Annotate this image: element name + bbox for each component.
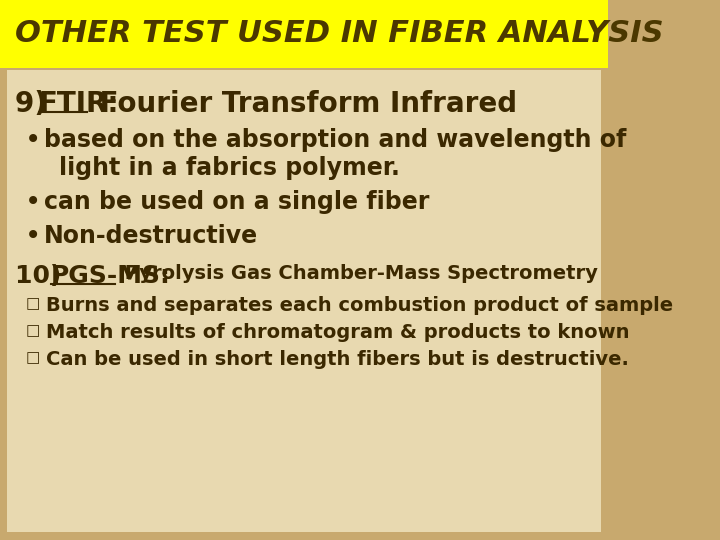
Text: □: □ (25, 323, 40, 338)
Text: •: • (25, 126, 42, 154)
Text: PGS-MS:: PGS-MS: (50, 264, 171, 288)
Text: light in a fabrics polymer.: light in a fabrics polymer. (59, 156, 400, 180)
Text: •: • (25, 222, 42, 250)
Text: Non-destructive: Non-destructive (44, 224, 258, 248)
Text: •: • (25, 188, 42, 216)
FancyBboxPatch shape (6, 70, 601, 532)
Text: Burns and separates each combustion product of sample: Burns and separates each combustion prod… (47, 296, 674, 315)
Text: Match results of chromatogram & products to known: Match results of chromatogram & products… (47, 323, 630, 342)
Text: can be used on a single fiber: can be used on a single fiber (44, 190, 429, 214)
Text: Fourier Transform Infrared: Fourier Transform Infrared (89, 90, 517, 118)
Text: 10): 10) (15, 264, 71, 288)
Text: Pyrolysis Gas Chamber-Mass Spectrometry: Pyrolysis Gas Chamber-Mass Spectrometry (118, 264, 598, 283)
FancyBboxPatch shape (0, 0, 608, 68)
Text: □: □ (25, 350, 40, 365)
Text: OTHER TEST USED IN FIBER ANALYSIS: OTHER TEST USED IN FIBER ANALYSIS (15, 19, 664, 49)
Text: □: □ (25, 296, 40, 311)
Text: FTIR:: FTIR: (39, 90, 120, 118)
Text: Can be used in short length fibers but is destructive.: Can be used in short length fibers but i… (47, 350, 629, 369)
Text: 9): 9) (15, 90, 57, 118)
Text: based on the absorption and wavelength of: based on the absorption and wavelength o… (44, 128, 626, 152)
